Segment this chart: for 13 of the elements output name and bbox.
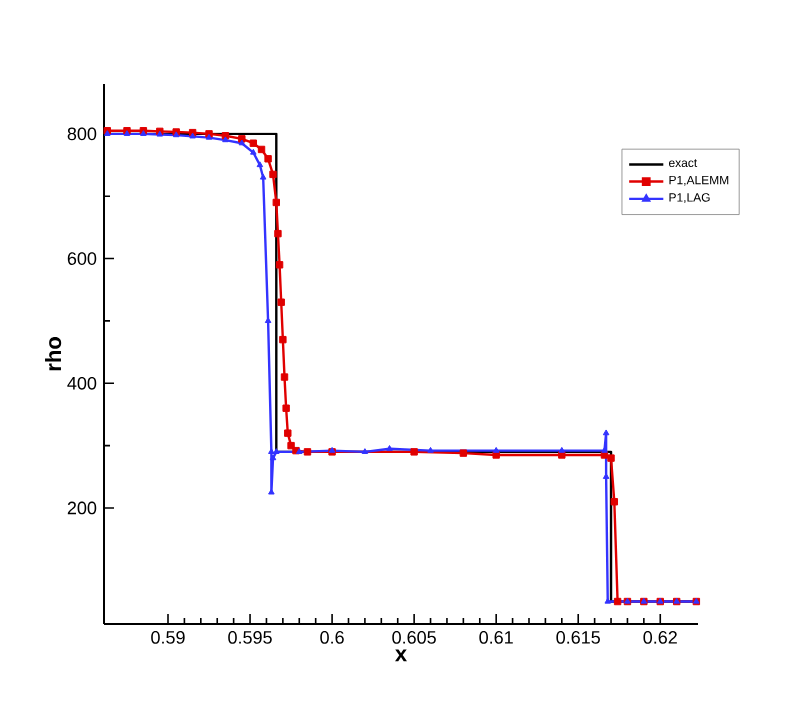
x-tick-label: 0.61	[479, 631, 513, 644]
x-axis-title: x	[395, 649, 407, 662]
x-tick-label: 0.62	[643, 631, 677, 644]
y-axis-title: rho	[45, 337, 62, 371]
x-tick-label: 0.595	[228, 631, 272, 644]
x-tick-label: 0.615	[556, 631, 600, 644]
y-tick-label: 400	[67, 376, 97, 390]
y-tick-label: 600	[67, 252, 97, 265]
x-tick-label: 0.6	[320, 631, 344, 644]
y-tick-label: 800	[67, 127, 97, 141]
x-tick-label: 0.605	[392, 631, 436, 644]
x-tick-label: 0.59	[151, 631, 185, 644]
y-tick-label: 200	[67, 501, 97, 515]
